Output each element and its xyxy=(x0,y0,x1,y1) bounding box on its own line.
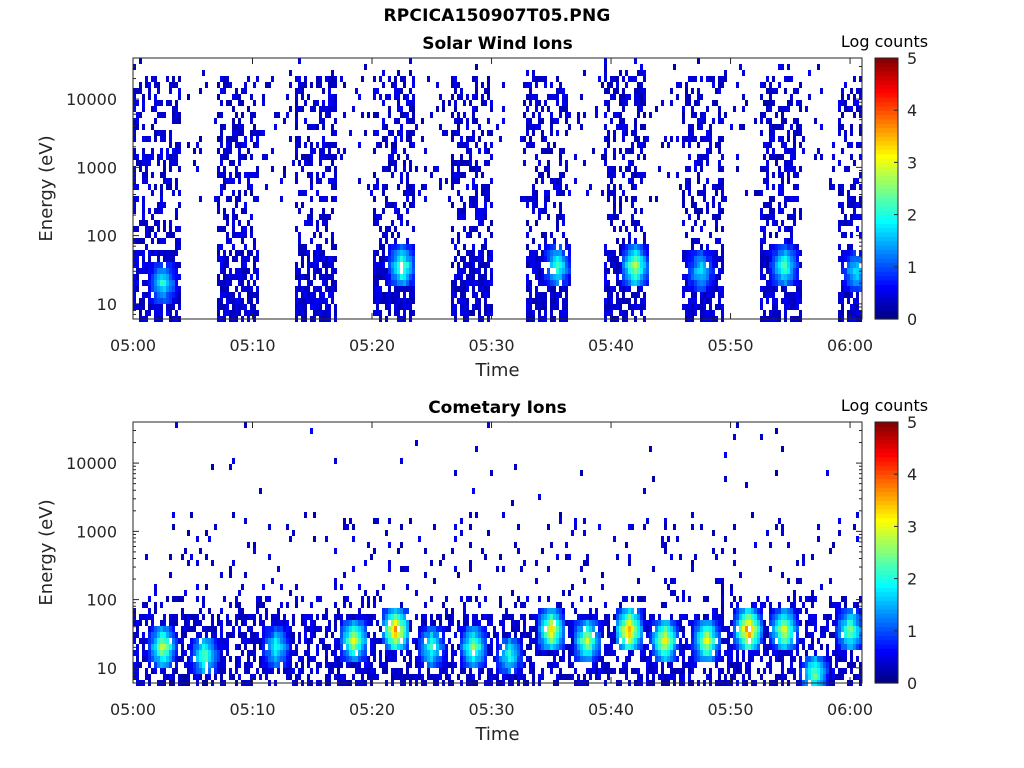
y-tick-label: 1000 xyxy=(76,522,117,541)
x-tick-label: 05:50 xyxy=(707,700,753,719)
x-tick-label: 05:30 xyxy=(468,336,514,355)
x-tick-label: 05:20 xyxy=(349,336,395,355)
y-axis: 10 100 1000 10000 xyxy=(66,57,862,320)
y-tick-label: 10000 xyxy=(66,454,117,473)
colorbar-tick-label: 0 xyxy=(907,310,917,329)
y-tick-label: 10000 xyxy=(66,90,117,109)
x-tick-label: 05:20 xyxy=(349,700,395,719)
plot-frame xyxy=(132,57,863,320)
y-tick-label: 100 xyxy=(86,591,117,610)
plot-frame xyxy=(132,421,863,684)
colorbar-frame xyxy=(874,421,899,684)
colorbar-tick-label: 1 xyxy=(907,622,917,641)
x-tick-label: 05:40 xyxy=(588,700,634,719)
x-axis-label: Time xyxy=(474,724,519,745)
colorbar-label: Log counts xyxy=(841,32,928,51)
x-tick-label: 05:10 xyxy=(229,700,275,719)
x-tick-label: 05:30 xyxy=(468,700,514,719)
colorbar-tick-label: 0 xyxy=(907,674,917,693)
panel-title: Cometary Ions xyxy=(428,398,567,418)
x-axis: 05:00 05:10 05:20 05:30 05:40 05:50 06:00 xyxy=(110,58,873,355)
x-tick-label: 05:10 xyxy=(229,336,275,355)
figure-title: RPCICA150907T05.PNG xyxy=(383,6,611,26)
y-tick-label: 1000 xyxy=(76,158,117,177)
x-tick-label: 05:40 xyxy=(588,336,634,355)
x-tick-label: 05:50 xyxy=(707,336,753,355)
y-axis-label: Energy (eV) xyxy=(36,135,57,241)
y-axis-label: Energy (eV) xyxy=(36,499,57,605)
colorbar-tick-label: 5 xyxy=(907,49,917,68)
x-tick-label: 06:00 xyxy=(827,336,873,355)
colorbar-tick-label: 4 xyxy=(907,465,917,484)
colorbar-frame xyxy=(874,57,899,320)
y-tick-label: 10 xyxy=(97,295,117,314)
x-tick-label: 06:00 xyxy=(827,700,873,719)
colorbar-tick-label: 3 xyxy=(907,153,917,172)
x-tick-label: 05:00 xyxy=(110,336,156,355)
colorbar-tick-label: 3 xyxy=(907,517,917,536)
y-axis: 10 100 1000 10000 xyxy=(66,421,862,684)
x-axis-label: Time xyxy=(474,360,519,381)
colorbar-tick-label: 5 xyxy=(907,413,917,432)
y-tick-label: 100 xyxy=(86,227,117,246)
y-tick-label: 10 xyxy=(97,659,117,678)
x-axis: 05:00 05:10 05:20 05:30 05:40 05:50 06:00 xyxy=(110,422,873,719)
panel-title: Solar Wind Ions xyxy=(422,34,573,54)
heatmap-cells xyxy=(133,58,862,322)
colorbar-label: Log counts xyxy=(841,396,928,415)
heatmap-cells xyxy=(133,422,862,686)
x-tick-label: 05:00 xyxy=(110,700,156,719)
colorbar-tick-label: 1 xyxy=(907,258,917,277)
colorbar-tick-label: 2 xyxy=(907,206,917,225)
colorbar-tick-label: 4 xyxy=(907,101,917,120)
colorbar-tick-label: 2 xyxy=(907,570,917,589)
